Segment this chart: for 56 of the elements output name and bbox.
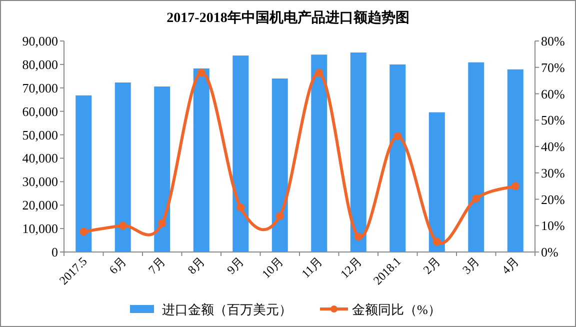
y2-tick-label: 50%	[541, 112, 565, 128]
y2-tick-label: 0%	[541, 244, 558, 260]
y2-tick-label: 20%	[541, 192, 565, 207]
point	[394, 132, 402, 140]
y2-tick-label: 10%	[541, 218, 565, 234]
y-tick-label: 90,000	[22, 34, 58, 48]
chart-title: 2017-2018年中国机电产品进口额趋势图	[166, 9, 410, 26]
y-tick-label: 50,000	[22, 127, 58, 142]
bar	[272, 78, 288, 252]
x-tick-label: 7月	[146, 254, 168, 277]
x-tick-label: 12月	[338, 254, 364, 282]
bar	[468, 62, 484, 252]
bar	[311, 54, 328, 252]
legend-label: 进口金额（百万美元）	[162, 302, 292, 317]
x-tick-label: 11月	[298, 254, 326, 281]
y-tick-label: 70,000	[22, 80, 58, 96]
y2-tick-label: 70%	[541, 60, 565, 75]
x-tick-label: 10月	[259, 254, 286, 282]
bar	[350, 52, 366, 252]
legend-label: 金额同比（%）	[352, 302, 441, 317]
point	[236, 203, 245, 212]
bar	[114, 82, 131, 252]
y-tick-label: 20,000	[22, 198, 58, 213]
bar	[390, 64, 406, 252]
y2-tick-label: 40%	[541, 139, 565, 154]
point	[432, 238, 441, 246]
x-tick-label: 3月	[460, 254, 482, 277]
y2-tick-label: 60%	[541, 86, 565, 102]
y-tick-label: 0	[52, 244, 58, 260]
point	[276, 212, 284, 220]
point	[197, 68, 206, 77]
point	[158, 219, 166, 228]
x-tick-label: 8月	[184, 254, 208, 277]
x-tick-label: 2月	[420, 254, 443, 277]
point	[472, 194, 480, 202]
x-tick-label: 9月	[224, 254, 247, 277]
point	[354, 232, 362, 241]
bar	[232, 56, 249, 252]
point	[118, 222, 127, 230]
bar	[76, 95, 92, 252]
x-tick-label: 4月	[498, 254, 522, 277]
y-tick-label: 30,000	[22, 174, 58, 190]
y-tick-label: 80,000	[22, 56, 58, 72]
y-tick-label: 40,000	[22, 150, 58, 166]
point	[315, 68, 324, 77]
y-tick-label: 60,000	[22, 104, 58, 119]
point	[80, 228, 88, 236]
bar	[193, 68, 210, 252]
point	[511, 182, 520, 190]
y2-tick-label: 30%	[541, 165, 565, 180]
bar	[428, 112, 445, 252]
y2-tick-label: 80%	[541, 34, 565, 48]
y-tick-label: 10,000	[22, 221, 58, 236]
x-tick-label: 6月	[106, 254, 129, 277]
bar	[154, 86, 170, 252]
bar	[507, 69, 524, 252]
